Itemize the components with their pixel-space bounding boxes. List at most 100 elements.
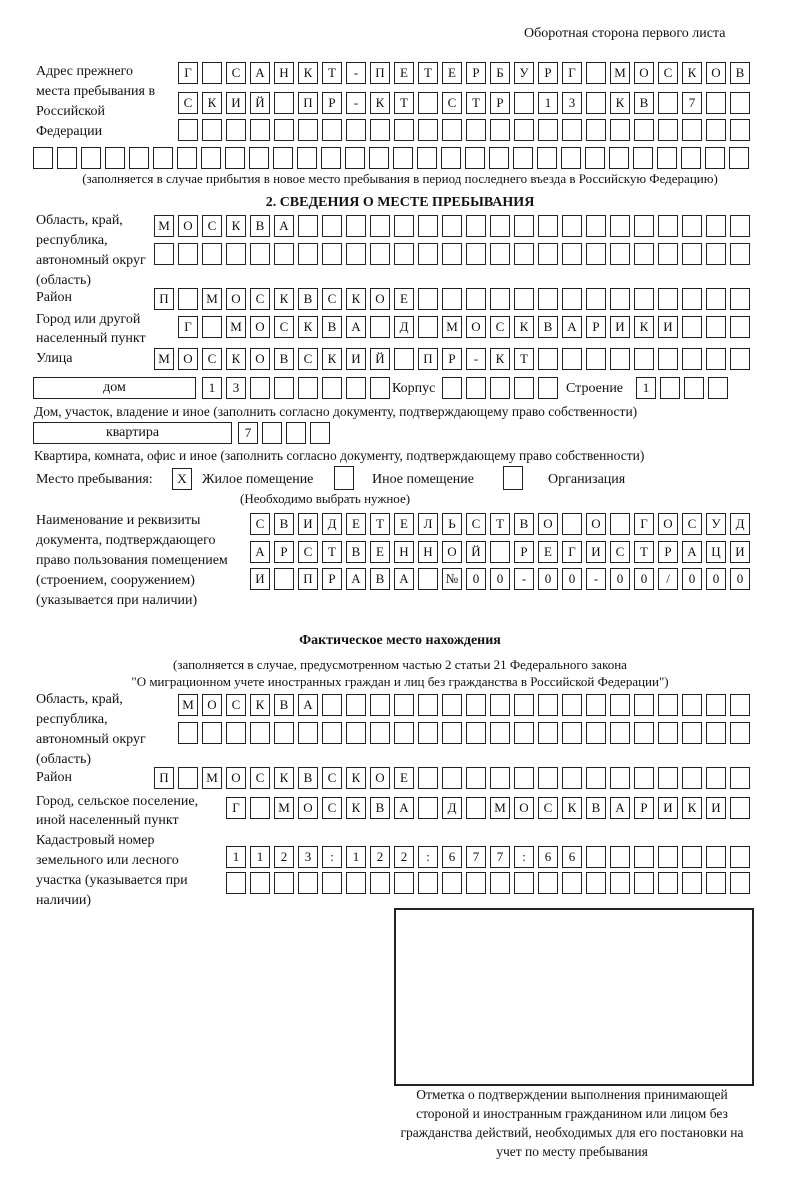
- prev-address-row-cell[interactable]: В: [730, 62, 750, 84]
- prev-address-row-cell[interactable]: [226, 119, 246, 141]
- street-row-cell[interactable]: [730, 348, 750, 370]
- street-row-cell[interactable]: -: [466, 348, 486, 370]
- flat-number-row-cell[interactable]: [286, 422, 306, 444]
- cadastral-row-cell[interactable]: [226, 872, 246, 894]
- document-row-cell[interactable]: С: [298, 541, 318, 563]
- document-row-cell[interactable]: Д: [322, 513, 342, 535]
- actual-region-row-cell[interactable]: [466, 722, 486, 744]
- city-row-cell[interactable]: В: [322, 316, 342, 338]
- cadastral-row-cell[interactable]: [466, 872, 486, 894]
- region-row-cell[interactable]: [394, 215, 414, 237]
- region-row-cell[interactable]: [202, 243, 222, 265]
- street-row-cell[interactable]: К: [322, 348, 342, 370]
- actual-city-row-cell[interactable]: К: [346, 797, 366, 819]
- actual-district-row-cell[interactable]: К: [274, 767, 294, 789]
- cadastral-row-cell[interactable]: [538, 872, 558, 894]
- document-row-cell[interactable]: Й: [466, 541, 486, 563]
- city-row-cell[interactable]: А: [346, 316, 366, 338]
- district-row-cell[interactable]: [586, 288, 606, 310]
- prev-address-row-cell[interactable]: 3: [562, 92, 582, 114]
- document-row-cell[interactable]: О: [538, 513, 558, 535]
- prev-address-row-cell[interactable]: [346, 119, 366, 141]
- actual-city-row-cell[interactable]: [250, 797, 270, 819]
- district-row-cell[interactable]: [658, 288, 678, 310]
- prev-address-row-cell[interactable]: [417, 147, 437, 169]
- actual-region-row-cell[interactable]: К: [250, 694, 270, 716]
- prev-address-row-cell[interactable]: К: [298, 62, 318, 84]
- prev-address-row-cell[interactable]: -: [346, 92, 366, 114]
- prev-address-row-cell[interactable]: [706, 92, 726, 114]
- document-row-cell[interactable]: В: [346, 541, 366, 563]
- document-row-cell[interactable]: Р: [322, 568, 342, 590]
- street-row-cell[interactable]: К: [226, 348, 246, 370]
- prev-address-row-cell[interactable]: [585, 147, 605, 169]
- prev-address-row-cell[interactable]: К: [610, 92, 630, 114]
- prev-address-row-cell[interactable]: [177, 147, 197, 169]
- actual-district-row-cell[interactable]: [730, 767, 750, 789]
- actual-city-row-cell[interactable]: [730, 797, 750, 819]
- document-row-cell[interactable]: 0: [562, 568, 582, 590]
- document-row-cell[interactable]: [610, 513, 630, 535]
- document-row-cell[interactable]: П: [298, 568, 318, 590]
- prev-address-row-cell[interactable]: [633, 147, 653, 169]
- region-row-cell[interactable]: [370, 215, 390, 237]
- prev-address-row-cell[interactable]: [513, 147, 533, 169]
- document-row-cell[interactable]: 0: [610, 568, 630, 590]
- prev-address-row-cell[interactable]: [57, 147, 77, 169]
- actual-region-row-cell[interactable]: [418, 722, 438, 744]
- prev-address-row-cell[interactable]: [322, 119, 342, 141]
- region-row-cell[interactable]: [610, 243, 630, 265]
- cadastral-row-cell[interactable]: [298, 872, 318, 894]
- prev-address-row-cell[interactable]: [466, 119, 486, 141]
- district-row-cell[interactable]: [514, 288, 534, 310]
- region-row-cell[interactable]: А: [274, 215, 294, 237]
- cadastral-row-cell[interactable]: 7: [490, 846, 510, 868]
- document-row-cell[interactable]: 0: [466, 568, 486, 590]
- actual-district-row-cell[interactable]: [178, 767, 198, 789]
- house-number-row-cell[interactable]: 3: [226, 377, 246, 399]
- actual-city-row-cell[interactable]: М: [274, 797, 294, 819]
- cadastral-row-cell[interactable]: :: [514, 846, 534, 868]
- prev-address-row-cell[interactable]: К: [370, 92, 390, 114]
- prev-address-row-cell[interactable]: Р: [466, 62, 486, 84]
- prev-address-row-cell[interactable]: [274, 92, 294, 114]
- region-row-cell[interactable]: [466, 215, 486, 237]
- actual-region-row-cell[interactable]: [562, 722, 582, 744]
- cadastral-row-cell[interactable]: [274, 872, 294, 894]
- document-row-cell[interactable]: №: [442, 568, 462, 590]
- street-row-cell[interactable]: [562, 348, 582, 370]
- document-row-cell[interactable]: С: [682, 513, 702, 535]
- prev-address-row-cell[interactable]: [730, 92, 750, 114]
- region-row-cell[interactable]: [706, 243, 726, 265]
- building-row-cell[interactable]: [660, 377, 680, 399]
- district-row-cell[interactable]: М: [202, 288, 222, 310]
- document-row-cell[interactable]: Т: [370, 513, 390, 535]
- actual-district-row-cell[interactable]: [682, 767, 702, 789]
- prev-address-row-cell[interactable]: [634, 119, 654, 141]
- prev-address-row-cell[interactable]: О: [706, 62, 726, 84]
- prev-address-row-cell[interactable]: 1: [538, 92, 558, 114]
- cadastral-row-cell[interactable]: 2: [370, 846, 390, 868]
- prev-address-row-cell[interactable]: [538, 119, 558, 141]
- prev-address-row-cell[interactable]: Й: [250, 92, 270, 114]
- actual-region-row-cell[interactable]: [490, 694, 510, 716]
- cadastral-row-cell[interactable]: [418, 872, 438, 894]
- region-row-cell[interactable]: [250, 243, 270, 265]
- actual-region-row-cell[interactable]: [394, 722, 414, 744]
- actual-region-row-cell[interactable]: [658, 694, 678, 716]
- prev-address-row-cell[interactable]: С: [226, 62, 246, 84]
- city-row-cell[interactable]: [418, 316, 438, 338]
- region-row-cell[interactable]: [538, 215, 558, 237]
- cadastral-row-cell[interactable]: 2: [274, 846, 294, 868]
- prev-address-row-cell[interactable]: М: [610, 62, 630, 84]
- cadastral-row-cell[interactable]: 7: [466, 846, 486, 868]
- actual-region-row-cell[interactable]: [682, 694, 702, 716]
- cadastral-row-cell[interactable]: :: [418, 846, 438, 868]
- prev-address-row-cell[interactable]: Т: [394, 92, 414, 114]
- building-row-cell[interactable]: 1: [636, 377, 656, 399]
- district-row-cell[interactable]: О: [226, 288, 246, 310]
- actual-city-row-cell[interactable]: О: [298, 797, 318, 819]
- city-row-cell[interactable]: И: [658, 316, 678, 338]
- actual-region-row-cell[interactable]: [538, 722, 558, 744]
- prev-address-row-cell[interactable]: Р: [490, 92, 510, 114]
